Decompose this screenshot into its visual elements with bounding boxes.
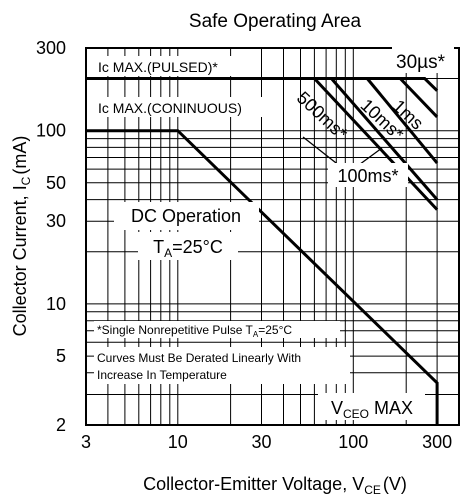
chart-title: Safe Operating Area bbox=[189, 11, 362, 32]
label-bg-ic-continuous bbox=[95, 97, 277, 117]
x-tick-label: 3 bbox=[81, 432, 91, 452]
series-1ms bbox=[399, 77, 439, 118]
label-vceo-max: VCEO MAX bbox=[331, 398, 413, 421]
y-tick-label: 100 bbox=[36, 121, 66, 141]
series-dc-operation bbox=[86, 129, 439, 425]
label-ambient-temp: TA=25°C bbox=[153, 237, 223, 260]
label-ic-max-continuous: Ic MAX.(CONINUOUS) bbox=[98, 100, 242, 116]
label-dc-operation: DC Operation bbox=[131, 206, 241, 226]
series-30-s bbox=[86, 77, 439, 92]
label-bg-ta bbox=[138, 232, 238, 260]
note-derate-line-1: Curves Must Be Derated Linearly With bbox=[97, 351, 301, 365]
y-tick-label: 300 bbox=[36, 38, 66, 58]
label-bg-ic-pulsed bbox=[95, 56, 255, 76]
y-tick-label: 2 bbox=[56, 415, 66, 435]
label-ic-max-pulsed: Ic MAX.(PULSED)* bbox=[98, 59, 218, 75]
y-axis-label: Collector Current, IC(mA) bbox=[10, 136, 33, 337]
label-100ms: 100ms* bbox=[337, 166, 398, 186]
label-500ms: 500ms* bbox=[293, 87, 351, 143]
soa-curves bbox=[86, 77, 439, 425]
series-500ms bbox=[330, 77, 439, 201]
label-bg-note-single bbox=[94, 321, 340, 338]
label-bg-vceo bbox=[318, 393, 425, 420]
label-bg-100ms bbox=[328, 163, 408, 187]
y-tick-label: 10 bbox=[46, 294, 66, 314]
x-tick-label: 10 bbox=[168, 432, 188, 452]
x-axis-label: Collector-Emitter Voltage, VCE (V) bbox=[143, 474, 407, 497]
series-100ms bbox=[313, 77, 439, 211]
x-tick-label: 30 bbox=[251, 432, 271, 452]
y-tick-label: 5 bbox=[56, 346, 66, 366]
plot-frame bbox=[85, 47, 460, 426]
label-30us: 30µs* bbox=[396, 52, 446, 73]
label-bg-dc-operation bbox=[114, 202, 259, 230]
series-10ms bbox=[366, 77, 439, 165]
label-bg-note-derate bbox=[94, 347, 350, 384]
label-bg-30us bbox=[392, 47, 454, 73]
y-tick-label: 50 bbox=[46, 173, 66, 193]
x-tick-label: 300 bbox=[422, 432, 452, 452]
tick-labels: 3 10 30 100 300 2 5 10 30 50 100 300 bbox=[36, 38, 452, 452]
note-single-pulse: *Single Nonrepetitive Pulse TA=25°C bbox=[97, 323, 292, 339]
y-tick-label: 30 bbox=[46, 211, 66, 231]
x-tick-label: 100 bbox=[338, 432, 368, 452]
note-derate-line-2: Increase In Temperature bbox=[97, 368, 227, 382]
